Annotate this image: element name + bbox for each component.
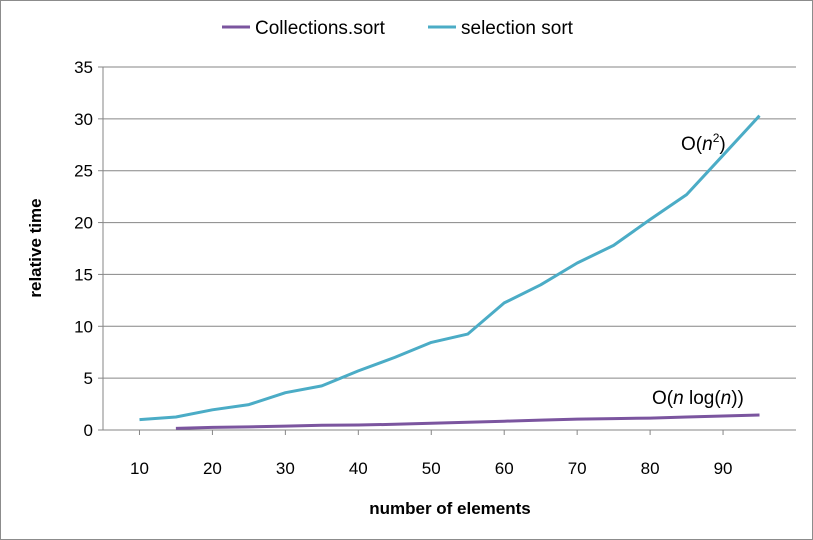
y-axis-title: relative time [26,198,45,297]
y-tick-label: 10 [74,317,93,336]
anno-n2-exp: 2 [713,131,720,145]
gridlines [103,66,796,379]
anno-nlogn-prefix: O( [652,388,674,409]
y-tick-labels: 0 5 10 15 20 25 30 35 [74,58,103,440]
y-tick-label: 25 [74,162,93,181]
x-tick-label: 30 [276,459,295,478]
series-line-selection-sort [139,114,761,422]
annotation-o-n-log-n: O(n log(n)) [652,388,744,409]
x-axis-title: number of elements [369,499,531,518]
x-tick-label: 40 [349,459,368,478]
anno-nlogn-var2: n [721,388,732,409]
y-tick-label: 35 [74,58,93,77]
x-tick-label: 80 [641,459,660,478]
x-tick-label: 90 [714,459,733,478]
x-tick-label: 50 [422,459,441,478]
legend: Collections.sort selection sort [222,18,574,39]
anno-nlogn-var1: n [673,388,684,409]
y-tick-label: 20 [74,214,93,233]
x-tick-label: 20 [203,459,222,478]
anno-nlogn-suffix: )) [731,388,744,409]
y-tick-label: 15 [74,265,93,284]
series-layer [139,114,761,430]
legend-label-collections-sort: Collections.sort [255,18,386,39]
anno-nlogn-mid: log( [684,388,722,409]
anno-n2-prefix: O( [681,134,703,155]
legend-label-selection-sort: selection sort [461,18,574,39]
x-tick-label: 60 [495,459,514,478]
series-line-collections-sort [175,413,760,430]
x-tick-label: 10 [130,459,149,478]
y-tick-label: 0 [84,421,93,440]
x-tick-labels: 10 20 30 40 50 60 70 80 90 [130,430,733,478]
y-tick-label: 30 [74,110,93,129]
annotation-o-n-squared: O(n2) [681,131,726,155]
x-tick-label: 70 [568,459,587,478]
anno-n2-suffix: ) [719,134,725,155]
y-tick-label: 5 [84,369,93,388]
anno-n2-var: n [702,134,713,155]
axes [102,67,796,431]
